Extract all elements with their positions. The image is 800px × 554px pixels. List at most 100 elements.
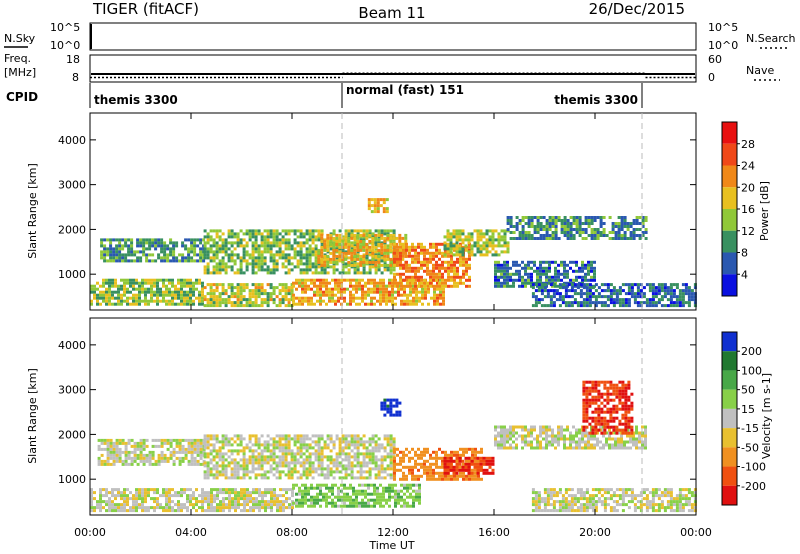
data-cell xyxy=(278,461,282,465)
data-cell xyxy=(204,500,207,504)
data-cell xyxy=(341,467,345,471)
data-cell xyxy=(584,263,587,267)
data-cell xyxy=(266,283,270,287)
data-cell xyxy=(278,443,282,447)
data-cell xyxy=(106,250,110,254)
data-cell xyxy=(115,256,119,260)
data-cell xyxy=(453,260,456,264)
data-cell xyxy=(207,506,210,510)
data-cell xyxy=(227,295,231,299)
data-cell xyxy=(403,293,406,297)
data-cell xyxy=(180,278,183,282)
data-cell xyxy=(506,219,510,222)
data-cell xyxy=(215,298,219,302)
data-cell xyxy=(307,486,310,490)
data-cell xyxy=(578,216,582,219)
data-cell xyxy=(230,289,234,293)
data-cell xyxy=(193,438,197,442)
data-cell xyxy=(326,245,330,249)
data-cell xyxy=(359,467,363,471)
data-cell xyxy=(206,253,210,257)
data-cell xyxy=(242,458,246,462)
data-cell xyxy=(254,256,258,260)
nave-tick-low: 0 xyxy=(708,71,715,84)
data-cell xyxy=(371,455,375,459)
data-cell xyxy=(272,473,276,477)
data-cell xyxy=(446,235,450,239)
data-cell xyxy=(329,449,333,453)
data-cell xyxy=(320,455,324,459)
data-cell xyxy=(441,278,444,282)
data-cell xyxy=(209,461,213,465)
data-cell xyxy=(245,443,249,447)
data-cell xyxy=(417,260,420,264)
data-cell xyxy=(645,283,649,287)
data-cell xyxy=(632,228,636,231)
data-cell xyxy=(617,231,621,234)
data-cell xyxy=(389,461,393,465)
data-cell xyxy=(187,259,191,263)
data-cell xyxy=(365,236,369,240)
data-cell xyxy=(534,304,538,308)
data-cell xyxy=(399,266,402,270)
data-cell xyxy=(627,292,631,296)
data-cell xyxy=(120,287,123,291)
data-cell xyxy=(347,236,351,240)
data-cell xyxy=(163,241,167,245)
data-cell xyxy=(380,248,384,252)
data-cell xyxy=(438,456,441,460)
data-cell xyxy=(394,492,397,496)
data-cell xyxy=(383,446,387,450)
data-cell xyxy=(453,269,456,273)
data-cell xyxy=(411,248,414,252)
data-cell xyxy=(386,254,390,258)
data-cell xyxy=(154,462,158,466)
data-cell xyxy=(575,216,579,219)
data-cell xyxy=(461,250,465,254)
data-cell xyxy=(142,453,146,457)
data-cell xyxy=(687,298,691,302)
data-cell xyxy=(335,260,339,264)
data-cell xyxy=(374,458,378,462)
data-cell xyxy=(612,304,616,308)
data-cell xyxy=(124,462,128,466)
data-cell xyxy=(621,283,625,287)
data-cell xyxy=(296,241,300,245)
data-cell xyxy=(314,470,318,474)
data-cell xyxy=(417,242,420,246)
data-cell xyxy=(305,265,309,269)
data-cell xyxy=(368,443,372,447)
data-cell xyxy=(130,253,134,257)
data-cell xyxy=(394,501,397,505)
data-cell xyxy=(500,263,503,267)
data-cell xyxy=(233,467,237,471)
data-cell xyxy=(417,254,420,258)
data-cell xyxy=(287,268,291,272)
data-cell xyxy=(323,245,327,249)
data-cell xyxy=(234,503,237,507)
data-cell xyxy=(468,447,471,451)
data-cell xyxy=(377,443,381,447)
data-cell xyxy=(111,293,114,297)
data-cell xyxy=(145,444,149,448)
data-cell xyxy=(272,461,276,465)
data-cell xyxy=(245,446,249,450)
data-cell xyxy=(124,244,128,248)
data-cell xyxy=(111,278,114,282)
data-cell xyxy=(269,286,273,290)
data-cell xyxy=(558,304,562,308)
data-cell xyxy=(111,281,114,285)
data-cell xyxy=(175,244,179,248)
data-cell xyxy=(441,254,444,258)
data-cell xyxy=(379,296,382,300)
data-cell xyxy=(596,231,600,234)
data-cell xyxy=(376,287,379,291)
data-cell xyxy=(230,265,234,269)
data-cell xyxy=(446,250,450,254)
data-cell xyxy=(368,449,372,453)
data-cell xyxy=(171,290,174,294)
data-cell xyxy=(509,266,512,270)
data-cell xyxy=(141,284,144,288)
data-cell xyxy=(231,500,234,504)
